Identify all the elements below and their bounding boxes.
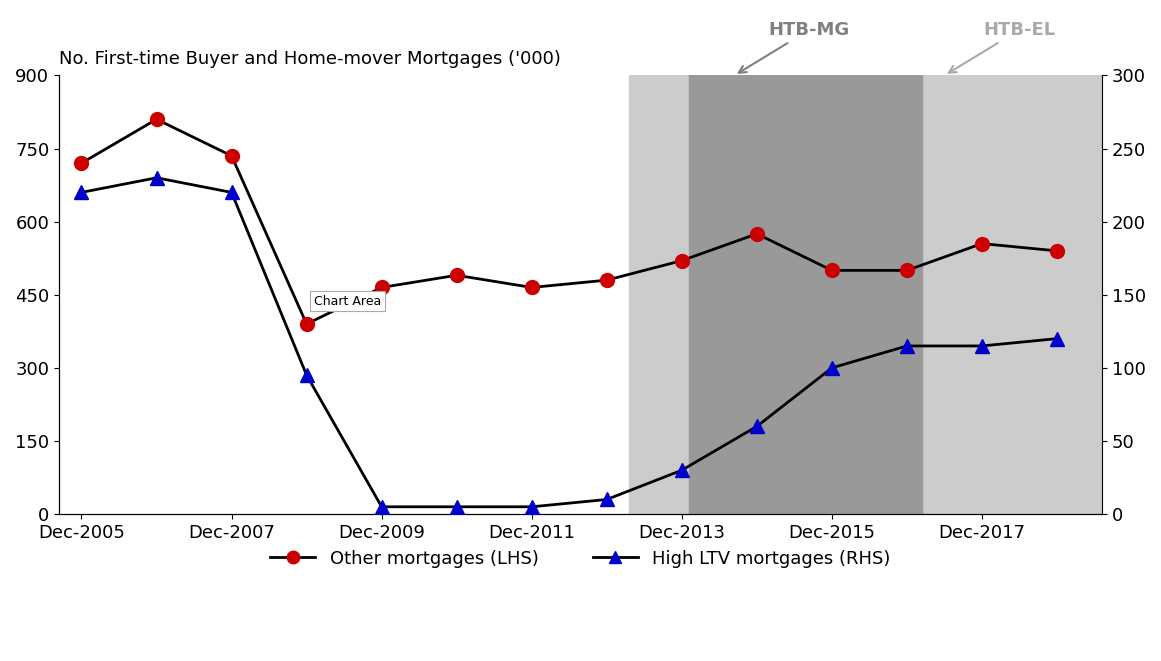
Bar: [629, 75, 1102, 514]
Legend: Other mortgages (LHS), High LTV mortgages (RHS): Other mortgages (LHS), High LTV mortgage…: [264, 543, 897, 575]
Text: HTB-EL: HTB-EL: [949, 21, 1055, 73]
Bar: [690, 75, 922, 514]
Text: HTB-MG: HTB-MG: [738, 21, 850, 73]
Text: Chart Area: Chart Area: [315, 295, 381, 307]
Text: No. First-time Buyer and Home-mover Mortgages ('000): No. First-time Buyer and Home-mover Mort…: [59, 50, 561, 68]
